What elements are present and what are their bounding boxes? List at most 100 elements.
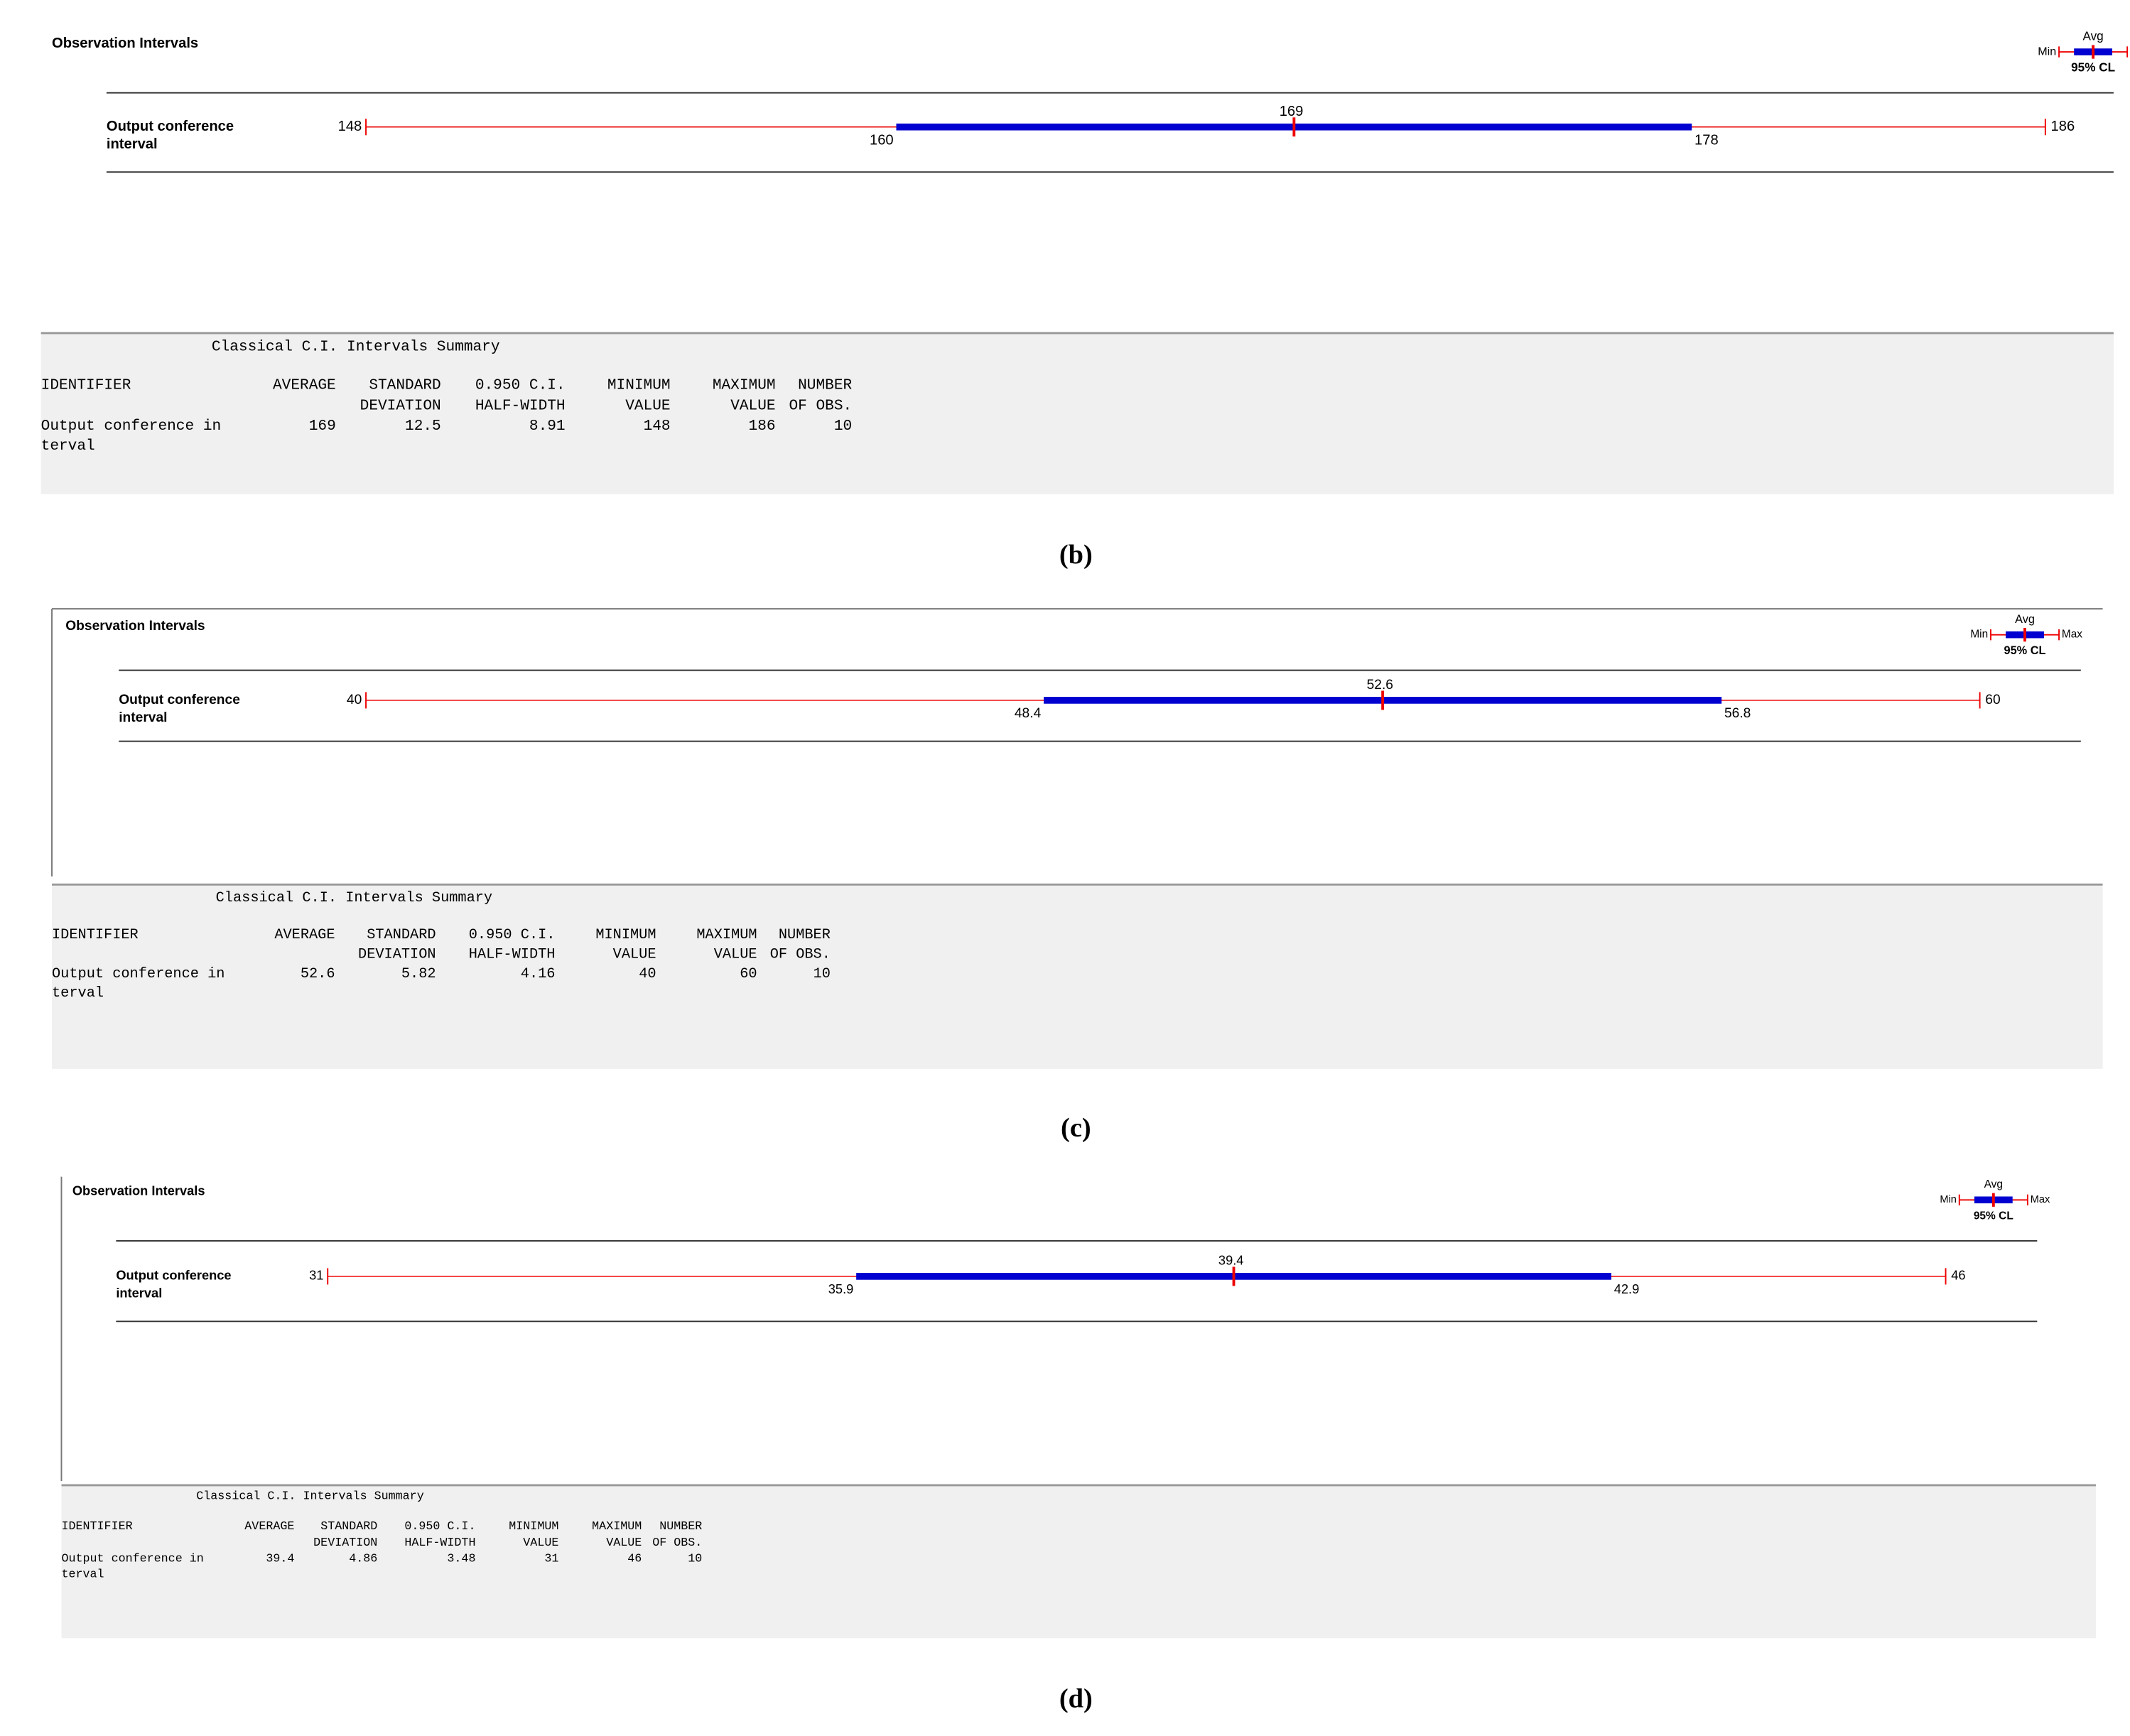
summary-header: STANDARD	[367, 927, 436, 943]
avg-label: 52.6	[1367, 678, 1393, 693]
summary-identifier: terval	[61, 1568, 104, 1582]
panel-title: Observation Intervals	[72, 1183, 205, 1198]
summary-header: AVERAGE	[273, 377, 336, 394]
summary-header: OF OBS.	[789, 397, 852, 414]
summary-cell: 39.4	[266, 1553, 294, 1566]
summary-header: MINIMUM	[509, 1520, 558, 1534]
summary-header: MAXIMUM	[713, 377, 776, 394]
summary-header: 0.950 C.I.	[475, 377, 566, 394]
summary-identifier: Output conference in	[61, 1553, 203, 1566]
summary-cell: 5.82	[401, 966, 436, 982]
summary-header: OF OBS.	[770, 946, 831, 962]
ci-low-label: 35.9	[828, 1281, 854, 1296]
summary-header: VALUE	[714, 946, 757, 962]
summary-header: VALUE	[625, 397, 670, 414]
panel-title: Observation Intervals	[52, 36, 198, 51]
summary-header: MINIMUM	[595, 927, 656, 943]
summary-header: 0.950 C.I.	[469, 927, 556, 943]
min-label: 40	[347, 693, 362, 707]
row-label: interval	[107, 136, 158, 152]
summary-cell: 12.5	[405, 418, 441, 435]
summary-header: VALUE	[613, 946, 656, 962]
min-label: 148	[338, 119, 362, 134]
summary-title: Classical C.I. Intervals Summary	[216, 890, 492, 906]
summary-header: NUMBER	[779, 927, 831, 943]
summary-cell: 148	[644, 418, 671, 435]
max-label: 186	[2051, 119, 2075, 134]
summary-identifier: Output conference in	[41, 418, 222, 435]
caption: (d)	[1059, 1683, 1093, 1713]
ci-high-label: 178	[1694, 132, 1719, 148]
legend-cl: 95% CL	[2071, 60, 2115, 75]
summary-header: VALUE	[730, 397, 775, 414]
summary-header: STANDARD	[320, 1520, 377, 1534]
max-label: 46	[1951, 1268, 1965, 1283]
summary-header: HALF-WIDTH	[404, 1536, 475, 1550]
summary-cell: 46	[627, 1553, 642, 1566]
legend-max: Max	[2062, 629, 2082, 641]
row-label: interval	[116, 1286, 162, 1301]
summary-header: MINIMUM	[607, 377, 671, 394]
summary-cell: 186	[749, 418, 776, 435]
caption: (c)	[1061, 1113, 1091, 1143]
summary-cell: 3.48	[447, 1553, 475, 1566]
summary-title: Classical C.I. Intervals Summary	[212, 339, 500, 356]
summary-header: STANDARD	[369, 377, 440, 394]
summary-cell: 8.91	[529, 418, 566, 435]
summary-cell: 4.86	[349, 1553, 377, 1566]
summary-identifier: terval	[41, 438, 95, 455]
legend-min: Min	[1940, 1194, 1957, 1205]
summary-header: IDENTIFIER	[61, 1520, 132, 1534]
ci-high-label: 42.9	[1614, 1281, 1640, 1296]
min-label: 31	[309, 1268, 323, 1283]
summary-header: DEVIATION	[313, 1536, 377, 1550]
summary-header: AVERAGE	[274, 927, 335, 943]
legend-min: Min	[1970, 629, 1988, 641]
panel-title: Observation Intervals	[65, 619, 205, 634]
ci-low-label: 48.4	[1015, 706, 1042, 721]
summary-identifier: terval	[52, 985, 104, 1002]
summary-cell: 31	[544, 1553, 558, 1566]
legend-avg: Avg	[2082, 28, 2103, 43]
legend-avg: Avg	[1984, 1178, 2003, 1190]
summary-header: OF OBS.	[652, 1536, 702, 1550]
summary-header: IDENTIFIER	[41, 377, 131, 394]
row-label: Output conference	[116, 1268, 231, 1283]
row-label: Output conference	[119, 693, 240, 707]
summary-cell: 40	[639, 966, 656, 982]
summary-header: MAXIMUM	[696, 927, 757, 943]
legend-max: Max	[2031, 1194, 2050, 1205]
summary-box	[40, 332, 2114, 494]
summary-header: HALF-WIDTH	[475, 397, 566, 414]
summary-header: DEVIATION	[360, 397, 441, 414]
summary-cell: 60	[740, 966, 757, 982]
caption: (b)	[1059, 540, 1093, 570]
summary-header: HALF-WIDTH	[469, 946, 556, 962]
summary-header: VALUE	[606, 1536, 642, 1550]
summary-identifier: Output conference in	[52, 966, 225, 982]
ci-high-label: 56.8	[1724, 706, 1751, 721]
legend-avg: Avg	[2015, 613, 2035, 626]
summary-header: MAXIMUM	[592, 1520, 642, 1534]
summary-header: DEVIATION	[358, 946, 436, 962]
summary-box	[61, 1485, 2096, 1639]
summary-header: AVERAGE	[244, 1520, 294, 1534]
summary-cell: 4.16	[521, 966, 556, 982]
legend-cl: 95% CL	[2004, 644, 2046, 657]
summary-cell: 10	[834, 418, 852, 435]
legend-min: Min	[2038, 45, 2056, 58]
avg-label: 169	[1280, 104, 1304, 119]
avg-label: 39.4	[1218, 1253, 1244, 1268]
legend-cl: 95% CL	[1974, 1210, 2013, 1222]
summary-header: 0.950 C.I.	[404, 1520, 475, 1534]
summary-cell: 10	[688, 1553, 702, 1566]
summary-header: IDENTIFIER	[52, 927, 139, 943]
ci-low-label: 160	[870, 132, 894, 148]
row-label: interval	[119, 710, 167, 725]
max-label: 60	[1985, 693, 2000, 707]
summary-header: NUMBER	[659, 1520, 702, 1534]
summary-header: NUMBER	[798, 377, 852, 394]
summary-cell: 169	[309, 418, 336, 435]
